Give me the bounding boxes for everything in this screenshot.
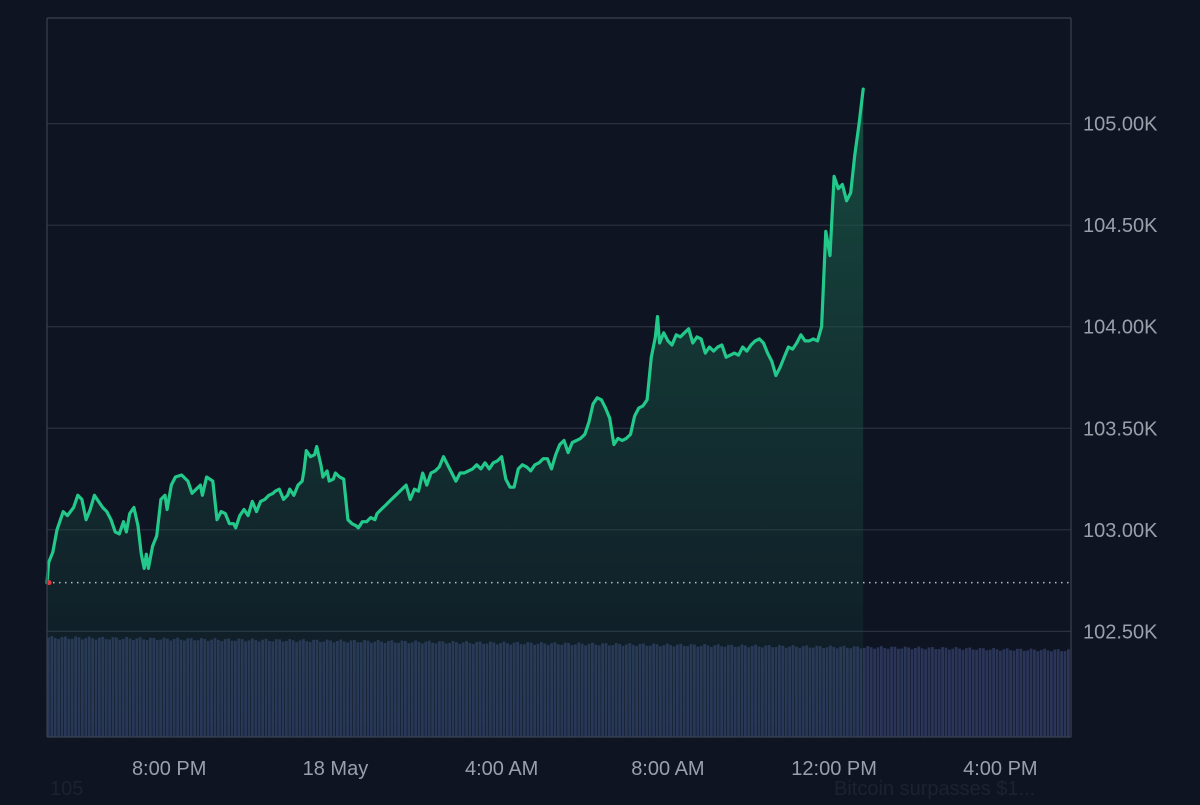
price-line-path	[45, 87, 865, 585]
x-tick-label-4: 12:00 PM	[791, 758, 877, 780]
volume-bar	[1063, 651, 1067, 737]
volume-bar	[934, 649, 938, 737]
volume-bar	[1043, 648, 1046, 737]
volume-bar	[869, 647, 873, 737]
volume-bar	[941, 647, 944, 737]
volume-bar	[995, 649, 999, 737]
volume-bar	[920, 648, 924, 737]
volume-bar	[988, 649, 992, 737]
volume-bar	[951, 648, 955, 737]
y-tick-label-5: 105.00K	[1083, 114, 1158, 136]
y-tick-label-1: 103.00K	[1083, 520, 1158, 542]
volume-bar	[944, 647, 948, 737]
volume-bar	[924, 649, 927, 737]
volume-bar	[954, 647, 958, 737]
volume-bar	[917, 646, 921, 737]
price-area-fill	[47, 89, 864, 738]
footer-headline-link[interactable]: Bitcoin surpasses $1...	[834, 778, 1036, 800]
volume-bar	[1009, 650, 1012, 737]
volume-bar	[978, 647, 982, 737]
volume-bar	[1067, 649, 1070, 737]
y-tick-label-2: 103.50K	[1083, 418, 1158, 440]
footer-left-text: 105	[50, 778, 84, 800]
volume-bar	[1026, 650, 1029, 737]
volume-bar	[1022, 650, 1026, 737]
y-axis-ticks: 102.50K 103.00K 103.50K 104.00K 104.50K 105.0…	[1083, 114, 1158, 644]
x-axis-ticks: 8:00 PM 18 May 4:00 AM 8:00 AM 12:00 PM 4:00 …	[132, 758, 1038, 780]
volume-bar	[1012, 650, 1016, 737]
volume-bar	[886, 648, 890, 737]
volume-bar	[968, 647, 972, 737]
volume-bar	[1016, 648, 1019, 737]
volume-bar	[961, 649, 965, 737]
volume-bar	[937, 649, 941, 737]
volume-bar	[948, 649, 951, 737]
volume-bar	[1060, 651, 1063, 737]
volume-bar	[965, 648, 968, 737]
volume-bar	[985, 650, 989, 737]
y-tick-label-4: 104.50K	[1083, 215, 1158, 237]
volume-bar	[999, 650, 1002, 737]
volume-bar	[914, 647, 917, 737]
volume-bar	[1056, 649, 1060, 737]
start-marker	[46, 580, 52, 586]
volume-bar	[876, 647, 880, 737]
volume-bar	[1039, 649, 1043, 737]
volume-bar	[1046, 650, 1050, 737]
volume-bar	[1029, 648, 1033, 737]
volume-bar	[1050, 651, 1053, 737]
volume-bar	[982, 648, 985, 737]
x-tick-label-5: 4:00 PM	[963, 758, 1037, 780]
volume-bar	[1053, 649, 1057, 737]
price-area	[47, 89, 864, 738]
volume-bar	[907, 647, 910, 737]
volume-bar	[880, 646, 883, 737]
x-tick-label-2: 4:00 AM	[465, 758, 538, 780]
volume-bar	[1019, 648, 1023, 737]
volume-bar	[873, 648, 876, 737]
volume-bar	[890, 646, 893, 737]
volume-bar	[958, 648, 961, 737]
volume-bar	[927, 647, 931, 737]
y-tick-label-3: 104.00K	[1083, 317, 1158, 339]
x-tick-label-0: 8:00 PM	[132, 758, 206, 780]
volume-bar	[903, 646, 907, 737]
y-tick-label-0: 102.50K	[1083, 621, 1158, 643]
volume-bar	[893, 646, 897, 737]
plot-frame	[46, 17, 1072, 738]
price-line	[45, 87, 865, 586]
volume-bar	[900, 648, 904, 737]
volume-bar	[1005, 648, 1009, 737]
volume-bar	[1002, 649, 1006, 737]
volume-bar	[1036, 651, 1040, 737]
volume-bar	[883, 648, 887, 737]
volume-bar	[897, 648, 900, 737]
x-tick-label-1: 18 May	[303, 758, 369, 780]
volume-bar	[1033, 649, 1036, 737]
volume-bar	[863, 647, 866, 737]
volume-bar	[992, 647, 995, 737]
volume-bar	[971, 649, 975, 737]
volume-bar	[931, 647, 934, 737]
volume-bar	[975, 649, 978, 737]
volume-bar	[866, 646, 870, 737]
x-tick-label-3: 8:00 AM	[631, 758, 704, 780]
volume-bar	[910, 649, 914, 737]
